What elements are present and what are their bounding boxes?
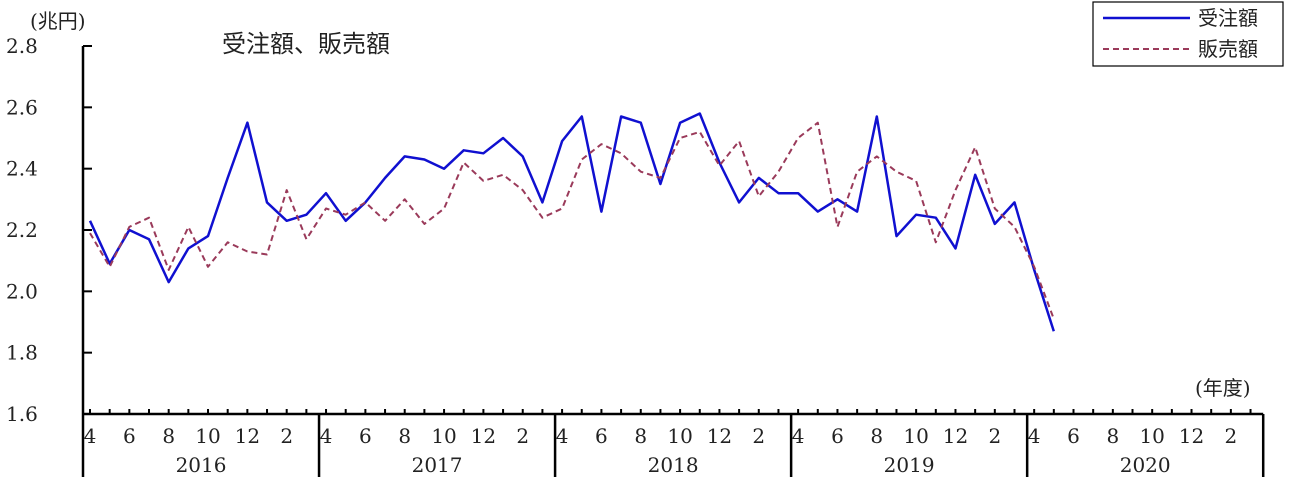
x-tick-label: 6 bbox=[123, 424, 136, 448]
x-tick-label: 12 bbox=[1179, 424, 1204, 448]
x-tick-label: 2 bbox=[280, 424, 293, 448]
x-tick-label: 6 bbox=[831, 424, 844, 448]
y-tick-label: 2.4 bbox=[6, 157, 38, 181]
series-line-sales bbox=[89, 121, 1055, 320]
x-tick-label: 6 bbox=[595, 424, 608, 448]
x-tick-label: 6 bbox=[1067, 424, 1080, 448]
y-tick-label: 2.6 bbox=[6, 95, 38, 119]
y-axis-unit-label: (兆円) bbox=[30, 9, 86, 33]
x-tick-label: 2 bbox=[752, 424, 765, 448]
x-tick-label: 8 bbox=[634, 424, 647, 448]
y-tick-label: 2.8 bbox=[6, 34, 38, 58]
x-tick-label: 12 bbox=[943, 424, 968, 448]
x-tick-label: 10 bbox=[431, 424, 456, 448]
year-label: 2018 bbox=[648, 453, 699, 477]
x-tick-label: 10 bbox=[1139, 424, 1164, 448]
legend-label-orders: 受注額 bbox=[1198, 6, 1258, 30]
year-label: 2019 bbox=[884, 453, 935, 477]
x-tick-label: 8 bbox=[870, 424, 883, 448]
x-axis-unit-label: (年度) bbox=[1195, 376, 1251, 400]
y-tick-label: 1.6 bbox=[6, 402, 38, 426]
x-tick-label: 4 bbox=[1028, 424, 1041, 448]
legend-label-sales: 販売額 bbox=[1198, 37, 1258, 61]
x-tick-label: 8 bbox=[162, 424, 175, 448]
year-label: 2016 bbox=[176, 453, 227, 477]
x-tick-label: 4 bbox=[84, 424, 97, 448]
y-tick-label: 2.0 bbox=[6, 279, 38, 303]
x-tick-label: 2 bbox=[516, 424, 529, 448]
x-tick-label: 12 bbox=[471, 424, 496, 448]
x-tick-label: 10 bbox=[903, 424, 928, 448]
x-tick-label: 4 bbox=[320, 424, 333, 448]
x-tick-label: 2 bbox=[988, 424, 1001, 448]
x-tick-label: 12 bbox=[707, 424, 732, 448]
x-tick-label: 6 bbox=[359, 424, 372, 448]
x-tick-label: 8 bbox=[398, 424, 411, 448]
x-tick-label: 10 bbox=[195, 424, 220, 448]
axes: 1.6 1.8 2.0 2.2 2.4 2.6 2.8 4 6 8 10 12 2 2016 4 6 8 10 12… bbox=[6, 34, 1265, 477]
legend: 受注額 販売額 bbox=[1092, 1, 1284, 67]
x-tick-label: 4 bbox=[792, 424, 805, 448]
x-tick-label: 12 bbox=[235, 424, 260, 448]
legend-box bbox=[1092, 1, 1284, 67]
x-tick-label: 10 bbox=[667, 424, 692, 448]
series-line-orders bbox=[88, 112, 1055, 332]
year-label: 2020 bbox=[1120, 453, 1171, 477]
y-tick-label: 2.2 bbox=[6, 218, 38, 242]
x-tick-label: 8 bbox=[1106, 424, 1119, 448]
x-tick-label: 4 bbox=[556, 424, 569, 448]
series-layer bbox=[88, 112, 1055, 332]
chart-title: 受注額、販売額 bbox=[222, 30, 390, 58]
y-tick-label: 1.8 bbox=[6, 341, 38, 365]
year-label: 2017 bbox=[412, 453, 463, 477]
x-tick-label: 2 bbox=[1224, 424, 1237, 448]
